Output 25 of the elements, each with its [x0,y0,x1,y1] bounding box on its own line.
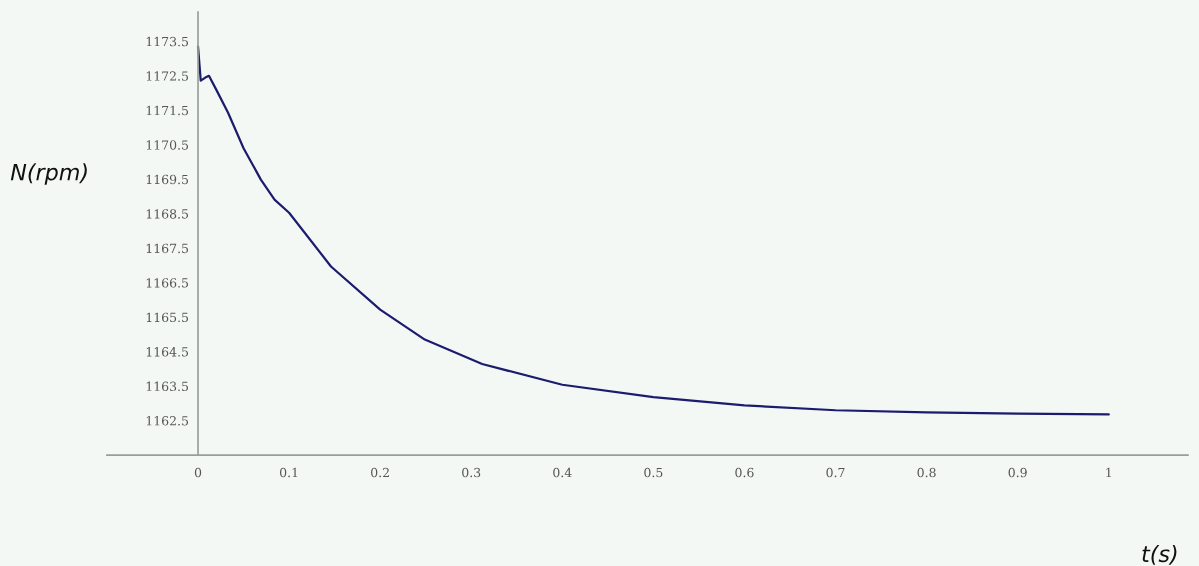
y-tick-label: 1163.5 [146,381,189,392]
y-tick-label: 1166.5 [146,278,189,288]
x-tick-label: 0.8 [917,467,936,478]
x-tick-label: 0.6 [735,467,754,478]
y-tick-label: 1164.5 [146,347,189,357]
y-tick-label: 1173.5 [146,36,189,47]
x-tick-label: 0 [194,467,202,478]
x-tick-label: 0.5 [644,467,663,478]
y-tick-label: 1167.5 [146,243,189,254]
x-tick-label: 0.1 [279,467,298,478]
x-axis-title: t(s) [1142,545,1177,565]
y-tick-label: 1165.5 [146,312,189,323]
x-tick-label: 0.7 [826,467,845,478]
y-tick-label: 1169.5 [146,174,189,185]
y-tick-label: 1172.5 [146,71,189,81]
x-tick-label: 0.2 [371,467,389,478]
x-tick-label: 0.9 [1008,467,1027,478]
x-tick-label: 0.3 [462,467,481,478]
y-axis-title: N(rpm) [10,163,87,185]
y-tick-label: 1162.5 [146,416,189,426]
y-tick-label: 1170.5 [146,140,189,150]
y-tick-label: 1171.5 [146,105,189,116]
x-tick-label: 1 [1106,467,1111,478]
y-tick-label: 1168.5 [146,209,189,219]
x-tick-label: 0.4 [553,467,572,478]
